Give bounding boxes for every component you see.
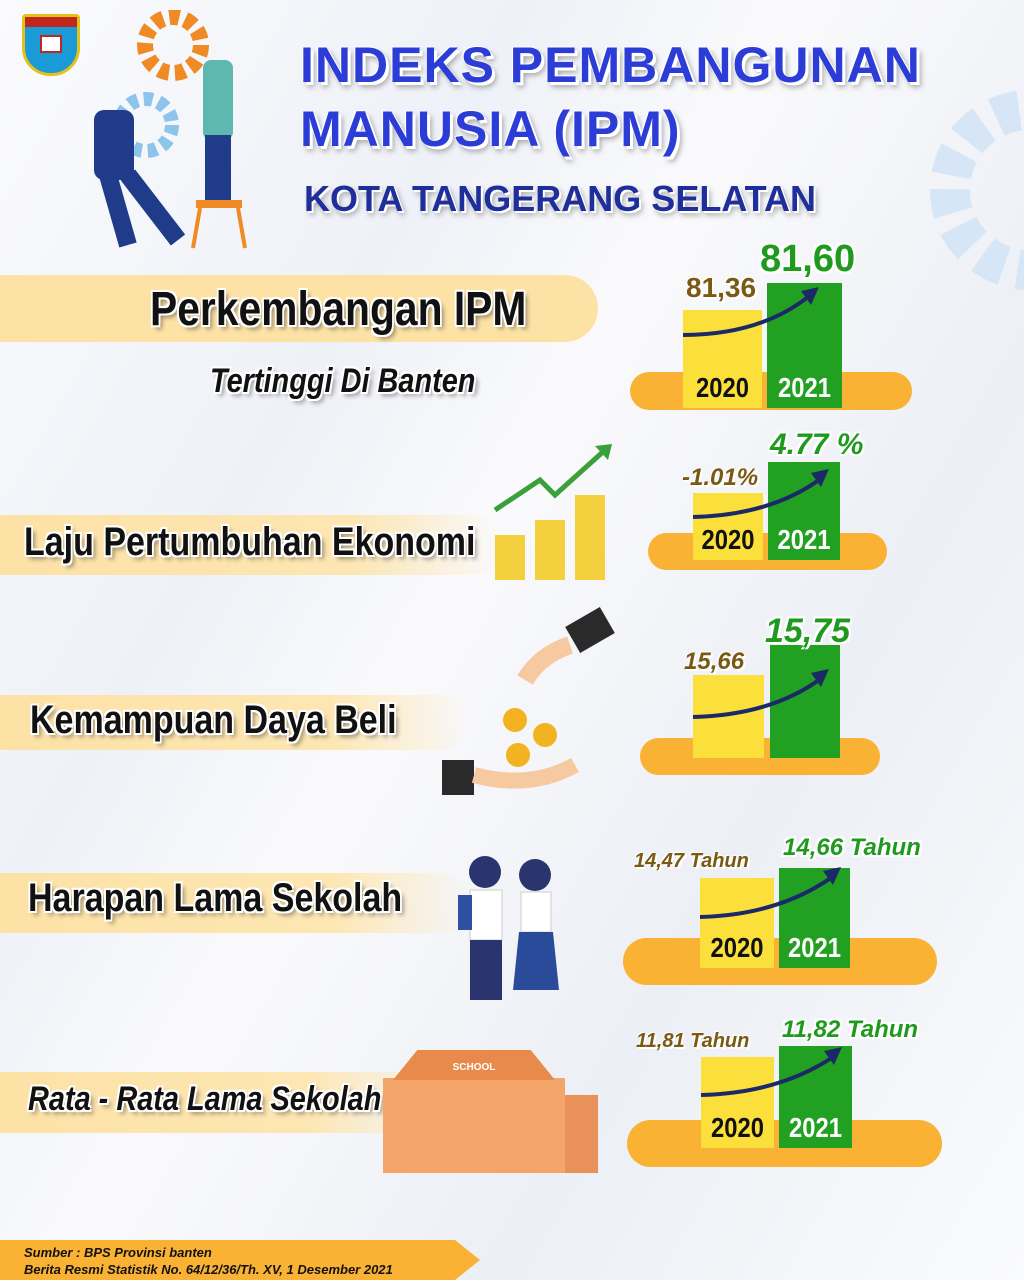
growth-arrow-icon bbox=[682, 287, 819, 337]
school-expectancy-bar-2020: 2020 bbox=[700, 878, 774, 968]
teamwork-gears-illustration bbox=[94, 10, 247, 249]
mean-schooling-bar-2021: 2021 bbox=[779, 1046, 852, 1148]
title-line-2: MANUSIA (IPM) bbox=[300, 101, 681, 157]
school-expectancy-title: Harapan Lama Sekolah bbox=[28, 876, 403, 920]
year-label-2021: 2021 bbox=[778, 372, 831, 403]
purchasing-value-2021: 15,75 bbox=[765, 612, 851, 650]
mean-schooling-bar-2020: 2020 bbox=[701, 1057, 774, 1148]
year-label-2021: 2021 bbox=[789, 1112, 842, 1143]
gear-icon bbox=[930, 90, 1024, 290]
economy-base bbox=[648, 533, 887, 570]
mean-schooling-band bbox=[0, 1072, 440, 1133]
mean-schooling-title: Rata - Rata Lama Sekolah bbox=[28, 1080, 382, 1118]
year-label-2020: 2020 bbox=[711, 1112, 764, 1143]
year-label-2020: 2020 bbox=[696, 372, 749, 403]
source-text: Sumber : BPS Provinsi banten bbox=[24, 1245, 212, 1260]
school-expectancy-band bbox=[0, 873, 470, 933]
purchasing-title: Kemampuan Daya Beli bbox=[30, 698, 397, 742]
year-label-2020: 2020 bbox=[710, 932, 764, 963]
city-emblem-logo bbox=[22, 14, 80, 76]
title-line-1: INDEKS PEMBANGUNAN bbox=[300, 37, 921, 93]
school-expectancy-bar-2021: 2021 bbox=[779, 868, 850, 968]
mean-schooling-value-2020: 11,81 Tahun bbox=[636, 1030, 750, 1052]
economy-band bbox=[0, 515, 500, 575]
students-icon bbox=[458, 856, 559, 1000]
reference-text: Berita Resmi Statistik No. 64/12/36/Th. … bbox=[24, 1262, 393, 1277]
ipm-title: Perkembangan IPM bbox=[150, 283, 527, 336]
year-label-2021: 2021 bbox=[788, 932, 841, 963]
school-sign: SCHOOL bbox=[452, 1062, 496, 1073]
year-label-2020: 2020 bbox=[701, 524, 755, 555]
economy-bar-2021: 2021 bbox=[768, 462, 840, 560]
ipm-bar-2021: 2021 bbox=[767, 283, 842, 408]
school-expectancy-value-2020: 14,47 Tahun bbox=[634, 850, 749, 872]
ipm-band bbox=[0, 275, 598, 342]
hand-coins-icon bbox=[442, 607, 615, 795]
economy-bar-2020: 2020 bbox=[693, 493, 763, 560]
school-expectancy-value-2021: 14,66 Tahun bbox=[783, 834, 921, 861]
ipm-value-2021: 81,60 bbox=[760, 238, 856, 280]
growth-arrow-icon bbox=[699, 867, 841, 919]
subtitle: KOTA TANGERANG SELATAN bbox=[304, 178, 816, 219]
purchasing-value-2020: 15,66 bbox=[684, 648, 745, 675]
ipm-note: Tertinggi Di Banten bbox=[210, 362, 476, 400]
growth-arrow-icon bbox=[692, 669, 829, 719]
coins-growth-icon bbox=[493, 444, 612, 580]
mean-schooling-value-2021: 11,82 Tahun bbox=[782, 1016, 919, 1043]
economy-value-2020: -1.01% bbox=[682, 464, 759, 491]
source-footer: Sumber : BPS Provinsi banten Berita Resm… bbox=[0, 1240, 480, 1280]
ipm-value-2020: 81,36 bbox=[686, 272, 757, 303]
economy-title: Laju Pertumbuhan Ekonomi bbox=[24, 520, 476, 564]
economy-value-2021: 4.77 % bbox=[770, 428, 864, 461]
purchasing-band bbox=[0, 695, 470, 750]
growth-arrow-icon bbox=[692, 469, 829, 519]
school-building-icon: SCHOOL bbox=[383, 1050, 598, 1175]
growth-arrow-icon bbox=[700, 1047, 842, 1097]
year-label-2021: 2021 bbox=[777, 524, 831, 555]
